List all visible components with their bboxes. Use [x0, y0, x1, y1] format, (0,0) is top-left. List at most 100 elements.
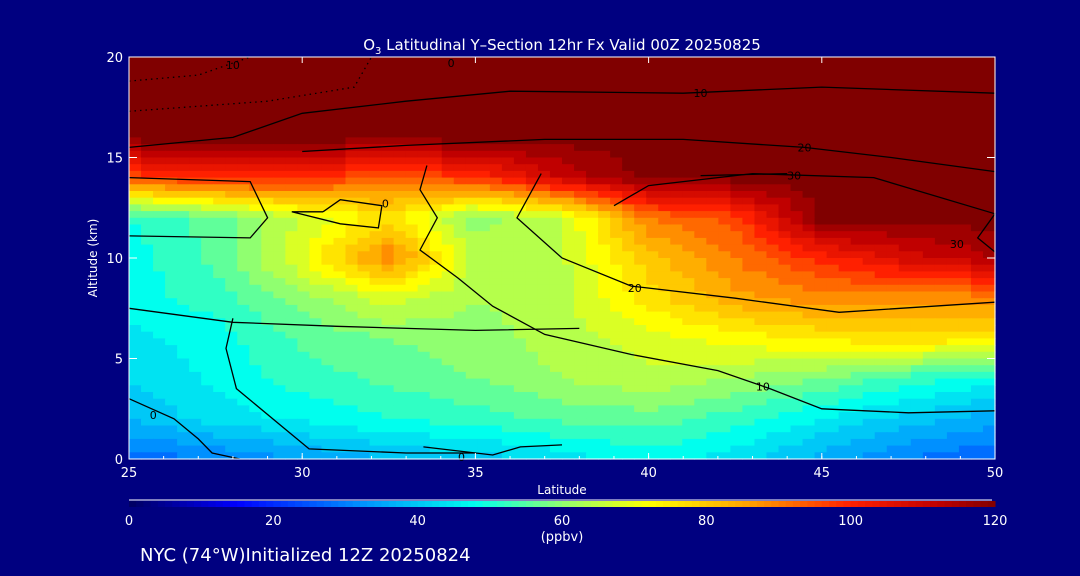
heatmap-cell [946, 378, 960, 386]
heatmap-cell [634, 97, 647, 105]
heatmap-cell [333, 271, 347, 279]
heatmap-cell [970, 271, 984, 279]
heatmap-cell [345, 412, 359, 420]
heatmap-cell [742, 244, 756, 252]
heatmap-cell [958, 271, 972, 279]
heatmap-cell [141, 83, 154, 92]
heatmap-cell [357, 211, 371, 219]
heatmap-cell [369, 237, 383, 246]
heatmap-cell [405, 237, 419, 246]
heatmap-cell [850, 311, 864, 319]
heatmap-cell [646, 418, 659, 427]
heatmap-cell [682, 398, 695, 406]
heatmap-cell [922, 164, 936, 172]
heatmap-cell [177, 237, 190, 246]
heatmap-cell [177, 77, 190, 85]
heatmap-cell [586, 445, 599, 453]
heatmap-cell [441, 177, 455, 185]
heatmap-cell [766, 124, 780, 132]
heatmap-cell [285, 130, 298, 138]
heatmap-cell [357, 244, 371, 252]
heatmap-cell [453, 325, 467, 333]
heatmap-cell [718, 70, 731, 78]
heatmap-cell [814, 418, 828, 427]
heatmap-cell [525, 398, 539, 406]
contour-label: 30 [787, 170, 801, 183]
heatmap-cell [694, 197, 707, 205]
heatmap-cell [646, 170, 659, 179]
heatmap-cell [682, 371, 695, 380]
heatmap-cell [129, 258, 142, 266]
heatmap-cell [489, 157, 503, 165]
heatmap-cell [537, 83, 551, 92]
heatmap-cell [177, 164, 190, 172]
heatmap-cell [261, 405, 274, 413]
heatmap-cell [598, 170, 611, 179]
heatmap-cell [574, 425, 587, 433]
heatmap-cell [201, 124, 214, 132]
heatmap-cell [153, 217, 166, 226]
heatmap-cell [862, 70, 876, 78]
heatmap-cell [574, 284, 587, 293]
heatmap-cell [814, 157, 828, 165]
heatmap-cell [381, 204, 395, 212]
heatmap-cell [742, 117, 756, 125]
heatmap-cell [393, 358, 407, 366]
heatmap-cell [886, 77, 900, 85]
heatmap-cell [525, 251, 539, 259]
heatmap-cell [706, 331, 719, 339]
heatmap-cell [501, 177, 515, 185]
heatmap-cell [586, 110, 599, 118]
heatmap-cell [958, 385, 972, 393]
heatmap-cell [465, 70, 479, 78]
heatmap-cell [513, 371, 527, 380]
heatmap-cell [177, 184, 190, 192]
heatmap-cell [766, 57, 780, 65]
heatmap-cell [549, 271, 563, 279]
heatmap-cell [670, 418, 683, 427]
heatmap-cell [429, 318, 443, 326]
heatmap-cell [261, 144, 274, 152]
heatmap-cell [670, 184, 683, 192]
heatmap-cell [381, 452, 395, 460]
colorbar-segment [331, 501, 339, 507]
heatmap-cell [574, 445, 587, 453]
heatmap-cell [309, 398, 323, 406]
heatmap-cell [225, 351, 238, 360]
heatmap-cell [189, 378, 202, 386]
colorbar-segment [258, 501, 267, 507]
heatmap-cell [946, 237, 960, 246]
heatmap-cell [586, 425, 599, 433]
colorbar-segment [807, 501, 816, 507]
heatmap-cell [393, 77, 407, 85]
heatmap-cell [165, 291, 178, 299]
heatmap-cell [910, 97, 924, 105]
heatmap-cell [814, 57, 828, 65]
heatmap-cell [141, 278, 154, 286]
heatmap-cell [393, 57, 407, 65]
heatmap-cell [345, 298, 359, 306]
heatmap-cell [694, 378, 707, 386]
colorbar-segment [352, 501, 361, 507]
heatmap-cell [489, 438, 503, 447]
heatmap-cell [273, 63, 286, 71]
heatmap-cell [333, 291, 347, 299]
heatmap-cell [850, 170, 864, 179]
heatmap-cell [562, 117, 575, 125]
heatmap-cell [754, 258, 768, 266]
heatmap-cell [549, 358, 563, 366]
heatmap-cell [958, 345, 972, 353]
heatmap-cell [429, 150, 443, 159]
heatmap-cell [393, 278, 407, 286]
heatmap-cell [429, 97, 443, 105]
heatmap-cell [477, 137, 491, 145]
heatmap-cell [766, 445, 780, 453]
heatmap-cell [970, 412, 984, 420]
heatmap-cell [922, 418, 936, 427]
heatmap-cell [634, 103, 647, 112]
heatmap-cell [742, 70, 756, 78]
heatmap-cell [730, 164, 744, 172]
heatmap-cell [574, 110, 587, 118]
heatmap-cell [429, 90, 443, 98]
heatmap-cell [381, 392, 395, 400]
